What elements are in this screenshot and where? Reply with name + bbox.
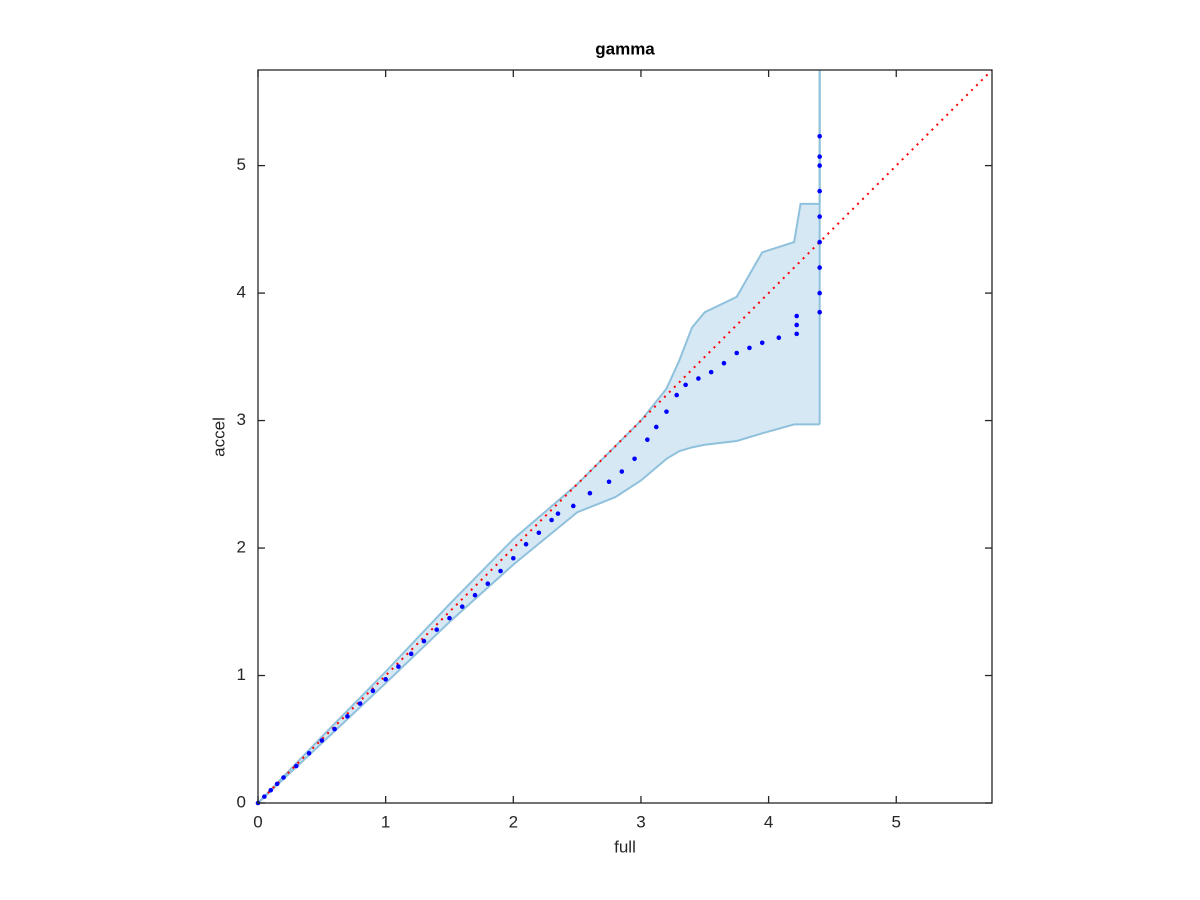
point [498,568,503,574]
point [734,350,739,356]
x-tick-label: 1 [381,812,390,831]
y-tick-label: 0 [237,792,246,811]
point [587,490,593,496]
point [817,133,822,139]
point [357,701,363,706]
point [549,517,554,523]
x-tick-label: 3 [636,812,645,831]
point [817,154,822,159]
reference-line [257,69,993,804]
y-axis-label: accel [209,417,228,457]
point [664,409,669,414]
point [708,369,714,375]
x-tick-label: 4 [764,812,773,831]
point [674,392,679,398]
point [447,615,452,621]
point [817,214,822,219]
y-tick-label: 2 [237,538,246,557]
point [817,265,822,270]
point [459,604,465,609]
point [817,290,822,296]
point [794,313,799,319]
point [332,726,337,732]
point [536,530,542,536]
point [472,592,478,598]
chart-title: gamma [595,39,655,58]
point [794,322,799,328]
point [794,331,799,337]
point [421,638,427,644]
point [396,664,401,669]
point [370,688,376,694]
point [319,738,325,743]
point [268,787,274,793]
point [383,677,388,682]
point [759,340,765,346]
point [606,479,612,485]
point [653,424,659,430]
point [485,581,491,587]
point [345,714,350,719]
point [408,651,414,657]
point [555,511,561,516]
point [817,188,822,194]
band-fill [258,70,820,803]
x-axis-label: full [614,837,636,856]
point [683,382,688,388]
y-tick-label: 4 [237,283,246,302]
point [645,437,650,442]
x-tick-label: 2 [509,812,518,831]
band-lower [257,423,820,804]
y-tick-label: 1 [237,665,246,684]
point [632,456,637,462]
point [571,503,576,509]
point [511,555,516,561]
axes-box [257,69,993,804]
point [281,775,286,780]
plot-area: 0 1 2 3 4 5 0 1 2 3 4 5 [237,69,993,831]
point [262,794,267,799]
y-tick-label: 5 [237,155,246,174]
y-tick-label: 3 [237,410,246,429]
band-upper [257,70,821,804]
point [817,309,822,315]
x-tick-label: 0 [253,812,262,831]
point [523,541,529,547]
point [721,360,727,366]
point [817,163,822,168]
point [293,763,299,769]
point [817,239,822,245]
point [696,376,701,381]
x-tick-label: 5 [892,812,901,831]
point [619,469,625,474]
point [776,335,782,341]
point [434,627,440,632]
point [274,781,280,787]
point [306,750,312,756]
point [747,345,752,351]
